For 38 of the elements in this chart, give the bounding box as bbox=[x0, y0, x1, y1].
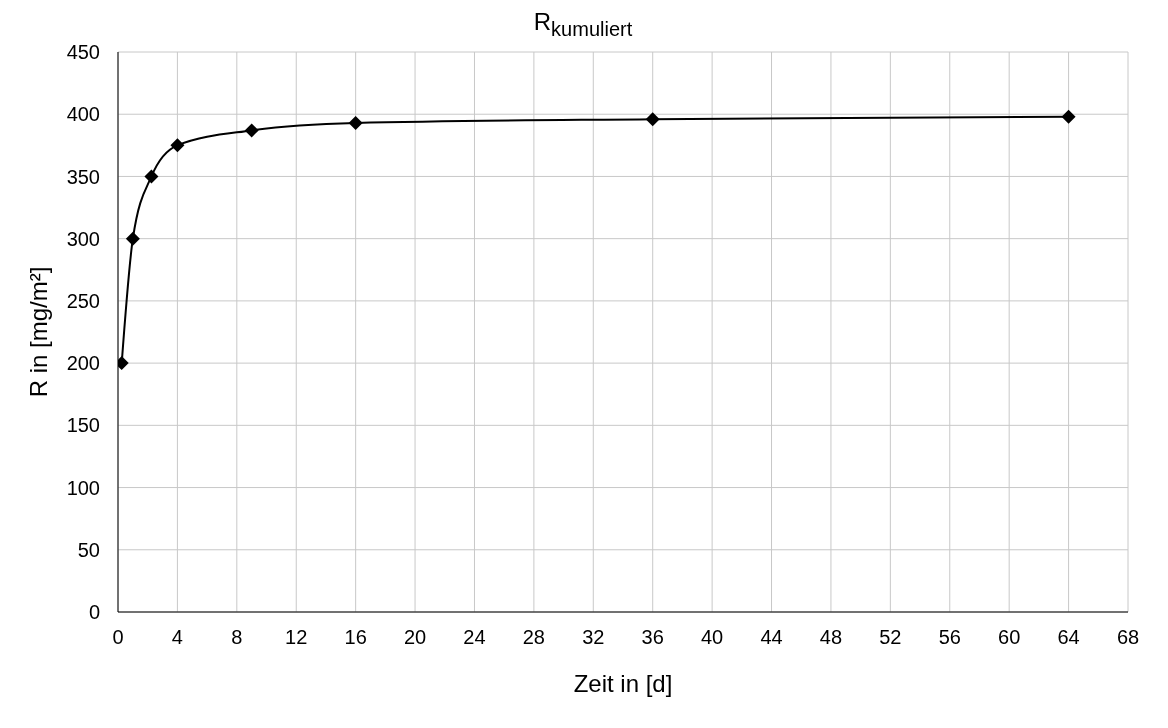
x-tick-label: 24 bbox=[463, 626, 486, 649]
x-tick-label: 44 bbox=[760, 626, 783, 649]
point bbox=[1061, 109, 1076, 124]
y-tick-label: 200 bbox=[66, 352, 100, 375]
y-tick-label: 350 bbox=[66, 165, 100, 188]
x-tick-label: 12 bbox=[285, 626, 308, 649]
x-tick-label: 64 bbox=[1057, 626, 1080, 649]
x-axis-title: Zeit in [d] bbox=[573, 670, 673, 697]
y-tick-label: 250 bbox=[66, 289, 100, 312]
x-tick-label: 36 bbox=[641, 626, 664, 649]
x-tick-label: 0 bbox=[112, 626, 124, 649]
x-tick-label: 8 bbox=[231, 626, 243, 649]
y-tick-label: 50 bbox=[77, 538, 100, 561]
y-tick-label: 100 bbox=[66, 476, 100, 499]
point bbox=[645, 112, 660, 127]
x-tick-label: 40 bbox=[700, 626, 724, 649]
x-tick-label: 60 bbox=[998, 626, 1021, 649]
y-tick-label: 0 bbox=[88, 601, 100, 624]
point bbox=[125, 231, 140, 246]
x-tick-label: 56 bbox=[938, 626, 961, 649]
point bbox=[144, 169, 159, 184]
y-tick-label: 450 bbox=[66, 41, 100, 64]
y-axis-title: R in [mg/m²] bbox=[24, 266, 52, 398]
x-tick-label: 16 bbox=[344, 626, 367, 649]
x-tick-label: 48 bbox=[819, 626, 843, 649]
chart-title: R$_{kumuliert}$ bbox=[532, 8, 634, 42]
point bbox=[170, 138, 185, 153]
y-tick-label: 300 bbox=[66, 227, 100, 250]
point bbox=[348, 115, 363, 130]
x-tick-label: 68 bbox=[1116, 626, 1140, 649]
x-tick-label: 28 bbox=[522, 626, 546, 649]
point bbox=[244, 123, 259, 138]
x-tick-label: 32 bbox=[582, 626, 605, 649]
y-tick-label: 400 bbox=[66, 103, 100, 126]
x-tick-label: 52 bbox=[879, 626, 902, 649]
x-tick-label: 4 bbox=[171, 626, 183, 649]
x-tick-label: 20 bbox=[403, 626, 427, 649]
y-tick-label: 150 bbox=[66, 414, 100, 437]
